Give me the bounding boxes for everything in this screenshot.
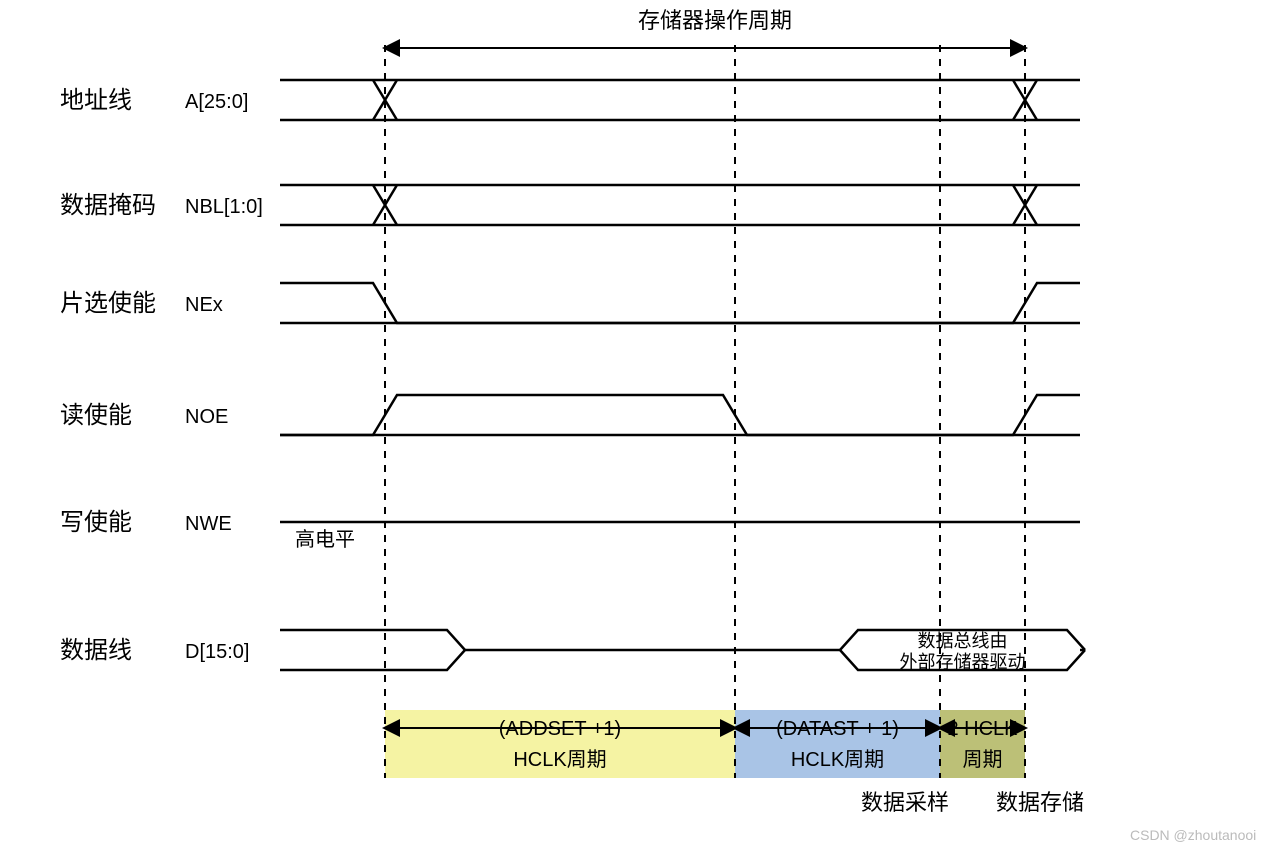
footnote-store: 数据存储 — [996, 790, 1084, 815]
we-note: 高电平 — [295, 528, 355, 551]
address-label-cn: 地址线 — [60, 87, 132, 114]
band-twohclk-line1: 2 HCLK — [947, 718, 1018, 740]
diagram-title: 存储器操作周期 — [638, 8, 792, 33]
timing-diagram: 存储器操作周期高电平数据总线由外部存储器驱动 地址线 A[25:0] 数据掩码 NBL[… — [0, 0, 1269, 852]
mask-label-cn: 数据掩码 — [60, 192, 156, 219]
band-addset-line2: HCLK周期 — [513, 749, 606, 771]
cs-label-en: NEx — [185, 294, 223, 316]
we-label-en: NWE — [185, 513, 232, 535]
cs-label-cn: 片选使能 — [60, 290, 156, 317]
address-label-en: A[25:0] — [185, 91, 248, 113]
data-bubble-line1: 数据总线由 — [918, 631, 1008, 651]
data-lo1 — [280, 650, 465, 670]
oe-label-cn: 读使能 — [60, 402, 132, 429]
data-hi1 — [280, 630, 465, 650]
footnote-sample: 数据采样 — [861, 790, 949, 815]
data-label-en: D[15:0] — [185, 641, 249, 663]
band-twohclk-line2: 周期 — [963, 749, 1003, 771]
data-bubble-line2: 外部存储器驱动 — [900, 652, 1026, 672]
cs-wave — [280, 283, 1080, 323]
data-label-cn: 数据线 — [60, 637, 132, 664]
mask-label-en: NBL[1:0] — [185, 196, 263, 218]
oe-wave — [280, 395, 1080, 435]
band-datast-line1: (DATAST + 1) — [776, 718, 899, 740]
band-datast-line2: HCLK周期 — [791, 749, 884, 771]
we-label-cn: 写使能 — [60, 509, 132, 536]
watermark: CSDN @zhoutanooi — [1130, 827, 1256, 843]
band-addset-line1: (ADDSET +1) — [499, 718, 621, 740]
oe-label-en: NOE — [185, 406, 228, 428]
